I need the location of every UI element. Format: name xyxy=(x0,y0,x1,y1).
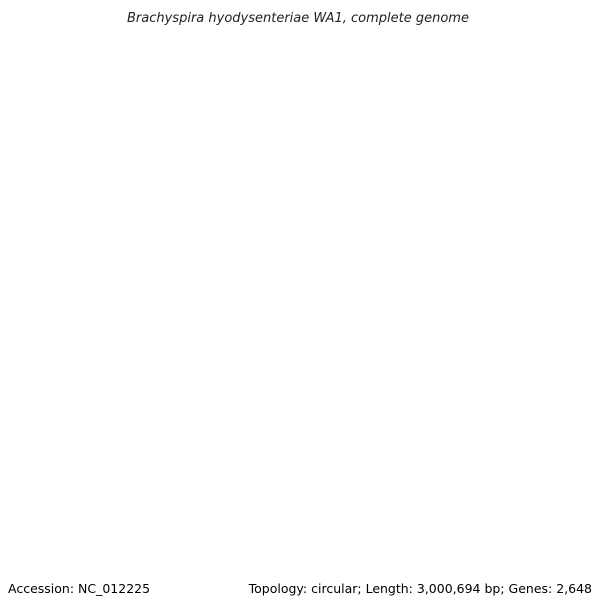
topology-summary: Topology: circular; Length: 3,000,694 bp… xyxy=(248,581,592,596)
accession-text: Accession: NC_012225 xyxy=(8,581,151,596)
map-title: Brachyspira hyodysenteriae WA1, complete… xyxy=(127,11,469,26)
